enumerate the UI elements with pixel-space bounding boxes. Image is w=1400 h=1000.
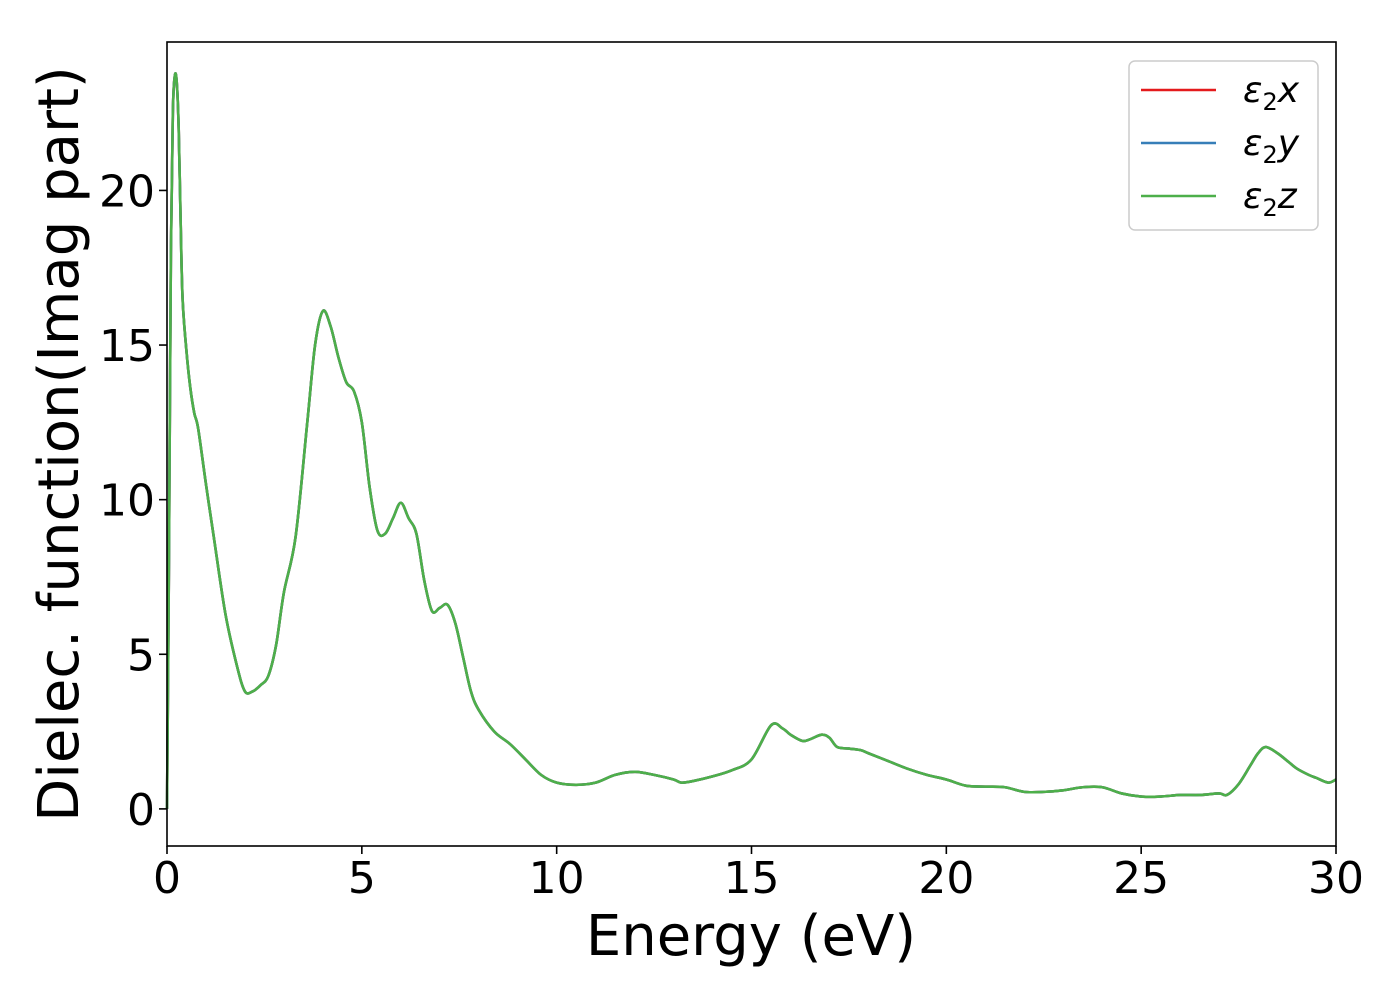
series-line-z [165, 72, 1337, 809]
y-tick-label: 20 [99, 166, 155, 217]
legend: ε2x ε2y ε2z [1128, 60, 1319, 231]
x-tick-label: 30 [1308, 853, 1364, 904]
x-tick-label: 15 [724, 853, 780, 904]
series-layer [165, 72, 1337, 809]
y-tick-label: 10 [99, 476, 155, 527]
legend-box [1128, 60, 1319, 231]
y-tick-label: 15 [99, 321, 155, 372]
legend-label-y: ε2y [1243, 123, 1300, 169]
x-axis-title: Energy (eV) [586, 904, 916, 969]
y-axis-title: Dielec. function(Imag part) [27, 66, 92, 822]
y-tick-label: 5 [127, 630, 155, 681]
x-axis: 0 5 10 15 20 25 30 [153, 846, 1364, 904]
x-tick-label: 20 [918, 853, 974, 904]
x-tick-label: 0 [153, 853, 181, 904]
x-tick-label: 5 [348, 853, 376, 904]
legend-label-z: ε2z [1243, 176, 1298, 222]
y-tick-label: 0 [127, 785, 155, 836]
legend-label-x: ε2x [1243, 70, 1300, 116]
y-axis: 0 5 10 15 20 [99, 166, 167, 836]
x-tick-label: 25 [1113, 853, 1169, 904]
x-tick-label: 10 [529, 853, 585, 904]
